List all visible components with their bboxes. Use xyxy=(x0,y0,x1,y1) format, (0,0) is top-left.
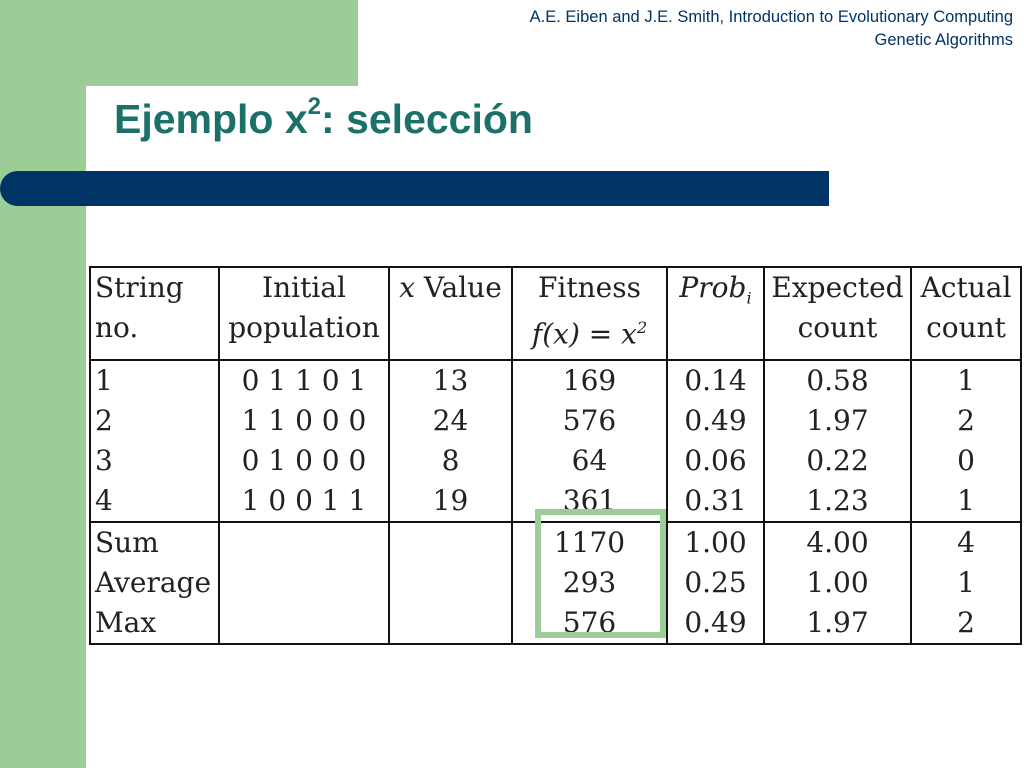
cell-expected: 1.97 xyxy=(763,400,912,441)
header-expected-count: Expected count xyxy=(763,267,912,361)
cell-fitness: 576 xyxy=(511,400,668,441)
header-actual-line1: Actual xyxy=(920,271,1012,304)
cell-prob: 0.25 xyxy=(666,562,765,603)
selection-table: String no. Initial population x Value Fi… xyxy=(89,266,1022,645)
cell-string-no: 1 xyxy=(89,359,220,401)
table-row: 1 0 1 1 0 1 13 169 0.14 0.58 1 xyxy=(89,359,1022,401)
header-expected-line2: count xyxy=(797,311,878,344)
cell-x-value: 24 xyxy=(388,400,513,441)
cell-string-no: 2 xyxy=(89,400,220,441)
header-fitness-line1: Fitness xyxy=(538,271,641,304)
cell-empty xyxy=(218,562,390,603)
cell-population: 0 1 0 0 0 xyxy=(218,440,390,481)
cell-summary-label: Max xyxy=(89,602,220,644)
summary-row-sum: Sum 1170 1.00 4.00 4 xyxy=(89,520,1022,563)
cell-empty xyxy=(388,602,513,644)
header-actual-count: Actual count xyxy=(910,267,1022,361)
cell-string-no: 4 xyxy=(89,480,220,522)
table-row: 2 1 1 0 0 0 24 576 0.49 1.97 2 xyxy=(89,400,1022,441)
cell-actual: 0 xyxy=(910,440,1022,481)
cell-x-value: 8 xyxy=(388,440,513,481)
cell-expected: 0.58 xyxy=(763,359,912,401)
cell-fitness: 169 xyxy=(511,359,668,401)
cell-expected: 4.00 xyxy=(763,520,912,563)
header-initial-population: Initial population xyxy=(218,267,390,361)
header-fitness-formula: f(x) = x xyxy=(531,317,637,351)
header-string-no-line1: String xyxy=(95,271,184,304)
header-x-var: x xyxy=(399,271,415,304)
cell-actual: 2 xyxy=(910,400,1022,441)
header-line-2: Genetic Algorithms xyxy=(874,31,1013,49)
cell-empty xyxy=(218,520,390,563)
cell-empty xyxy=(388,520,513,563)
cell-expected: 1.23 xyxy=(763,480,912,522)
fitness-summary-highlight xyxy=(535,509,666,638)
header-string-no-line2: no. xyxy=(95,311,139,344)
cell-actual: 1 xyxy=(910,359,1022,401)
title-prefix: Ejemplo x xyxy=(114,96,308,142)
header-expected-line1: Expected xyxy=(771,271,904,304)
header-x-value: x Value xyxy=(388,267,513,361)
cell-x-value: 13 xyxy=(388,359,513,401)
header-string-no: String no. xyxy=(89,267,220,361)
header-x-text: Value xyxy=(414,271,502,304)
cell-x-value: 19 xyxy=(388,480,513,522)
cell-actual: 2 xyxy=(910,602,1022,644)
cell-summary-label: Sum xyxy=(89,520,220,563)
cell-prob: 0.49 xyxy=(666,602,765,644)
cell-expected: 1.00 xyxy=(763,562,912,603)
header-fitness-exponent: 2 xyxy=(636,318,648,337)
left-accent-bar xyxy=(0,0,86,768)
cell-empty xyxy=(388,562,513,603)
slide-header: A.E. Eiben and J.E. Smith, Introduction … xyxy=(373,6,1013,52)
cell-population: 1 0 0 1 1 xyxy=(218,480,390,522)
cell-expected: 1.97 xyxy=(763,602,912,644)
cell-actual: 4 xyxy=(910,520,1022,563)
title-exponent: 2 xyxy=(307,93,322,121)
cell-prob: 0.49 xyxy=(666,400,765,441)
cell-prob: 1.00 xyxy=(666,520,765,563)
header-prob: Probi xyxy=(666,267,765,361)
cell-prob: 0.31 xyxy=(666,480,765,522)
cell-fitness: 64 xyxy=(511,440,668,481)
header-initial-population-line1: Initial xyxy=(262,271,346,304)
top-accent-block xyxy=(86,0,358,86)
header-prob-sub: i xyxy=(746,288,752,308)
cell-summary-label: Average xyxy=(89,562,220,603)
cell-actual: 1 xyxy=(910,562,1022,603)
header-fitness: Fitness f(x) = x2 xyxy=(511,267,668,361)
cell-population: 1 1 0 0 0 xyxy=(218,400,390,441)
table-header-row: String no. Initial population x Value Fi… xyxy=(89,267,1022,361)
title-suffix: : selección xyxy=(321,96,533,142)
cell-actual: 1 xyxy=(910,480,1022,522)
header-line-1: A.E. Eiben and J.E. Smith, Introduction … xyxy=(529,8,1013,26)
title-underline-bar xyxy=(0,171,829,206)
cell-population: 0 1 1 0 1 xyxy=(218,359,390,401)
header-initial-population-line2: population xyxy=(228,311,380,344)
cell-prob: 0.14 xyxy=(666,359,765,401)
header-prob-base: Prob xyxy=(679,271,747,304)
cell-string-no: 3 xyxy=(89,440,220,481)
table-row: 3 0 1 0 0 0 8 64 0.06 0.22 0 xyxy=(89,440,1022,481)
cell-expected: 0.22 xyxy=(763,440,912,481)
cell-prob: 0.06 xyxy=(666,440,765,481)
summary-row-average: Average 293 0.25 1.00 1 xyxy=(89,562,1022,603)
cell-empty xyxy=(218,602,390,644)
slide-title: Ejemplo x2: selección xyxy=(114,93,533,143)
header-actual-line2: count xyxy=(926,311,1006,344)
